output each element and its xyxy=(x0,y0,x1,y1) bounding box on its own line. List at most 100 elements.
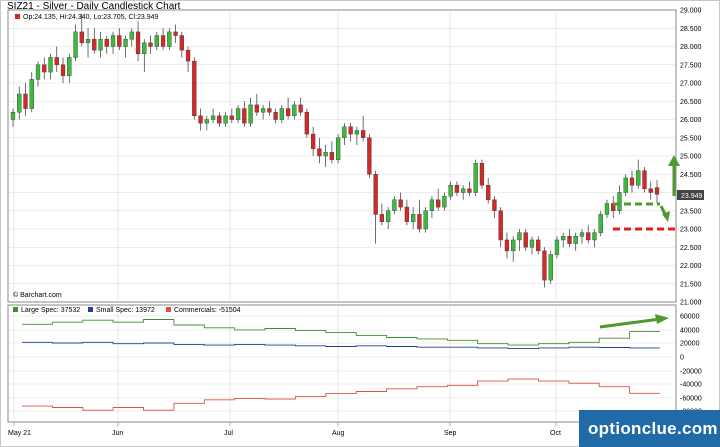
candle-body-up xyxy=(573,236,578,244)
candle-body-down xyxy=(417,214,422,230)
candle xyxy=(542,247,547,288)
candle-body-down xyxy=(454,184,460,193)
candle-body-up xyxy=(248,104,253,124)
candle-body-up xyxy=(210,115,216,120)
candle xyxy=(479,159,485,189)
candle xyxy=(504,232,510,259)
cot-tick-label: 60000 xyxy=(680,314,700,321)
candle-body-down xyxy=(586,232,591,241)
candle-body-up xyxy=(392,199,397,211)
price-tick-label: 26.500 xyxy=(680,99,702,106)
candle-body-up xyxy=(461,188,466,193)
candle xyxy=(292,101,297,120)
candle-body-up xyxy=(167,31,172,47)
candle xyxy=(561,232,566,248)
cot-series xyxy=(22,319,660,411)
candle xyxy=(110,31,116,54)
candle xyxy=(511,236,516,262)
candle xyxy=(411,207,416,229)
cot-legend-label: Commercials: -51504 xyxy=(174,307,241,314)
candle xyxy=(392,196,397,215)
candle-body-down xyxy=(467,188,472,193)
candle xyxy=(367,134,372,178)
candle-body-up xyxy=(17,93,22,113)
candle-body-up xyxy=(623,177,628,193)
candle-body-down xyxy=(23,93,28,109)
candle-body-down xyxy=(404,206,410,222)
candle-body-down xyxy=(648,188,653,193)
candle xyxy=(179,31,184,58)
price-tick-label: 28.500 xyxy=(680,26,702,33)
candle-body-down xyxy=(104,39,109,47)
candle xyxy=(23,83,28,116)
candle-body-down xyxy=(348,126,353,135)
candle-body-down xyxy=(523,232,528,248)
candle-body-down xyxy=(317,148,322,157)
candle xyxy=(529,236,535,255)
candle xyxy=(42,57,47,80)
cot-legend-swatch xyxy=(166,307,171,312)
cot-trend-arrow-shaft xyxy=(599,317,661,329)
candle-body-up xyxy=(548,254,553,281)
candle-body-down xyxy=(254,104,259,113)
price-tick-label: 21.000 xyxy=(680,300,702,307)
candle xyxy=(354,126,360,146)
price-tick-label: 24.500 xyxy=(680,172,702,179)
candle xyxy=(448,181,453,200)
price-tick-label: 28.000 xyxy=(680,44,702,51)
candle-body-up xyxy=(123,39,128,47)
candle xyxy=(279,104,284,124)
candle-body-down xyxy=(60,64,66,76)
candle xyxy=(142,39,147,73)
cot-gridlines xyxy=(8,305,676,422)
candle-body-down xyxy=(498,210,503,241)
candle xyxy=(629,170,635,193)
candle-body-down xyxy=(179,35,184,51)
candle xyxy=(267,101,272,116)
candle xyxy=(492,196,497,219)
candle xyxy=(548,250,553,284)
price-tick-label: 25.000 xyxy=(680,154,702,161)
candle-body-up xyxy=(411,214,416,222)
candle-body-down xyxy=(367,137,372,175)
candle-body-down xyxy=(329,152,335,160)
ohlc-readout: Op:24.135, Hi:24.340, Lo:23.705, Cl:23.9… xyxy=(23,14,159,21)
candle xyxy=(210,108,216,124)
candle xyxy=(461,185,466,200)
price-tick-label: 27.500 xyxy=(680,62,702,69)
candle xyxy=(623,174,628,197)
source-label: © Barchart.com xyxy=(13,291,62,299)
candle-body-up xyxy=(48,57,53,73)
price-tick-label: 22.500 xyxy=(680,245,702,252)
candle xyxy=(379,203,385,226)
candle-body-down xyxy=(654,187,660,195)
candle-body-up xyxy=(85,39,91,44)
cot-legend-label: Small Spec: 13972 xyxy=(96,307,155,314)
candle-body-up xyxy=(636,170,641,186)
cot-legend-swatch xyxy=(88,307,93,312)
date-tick-label: Oct xyxy=(550,430,561,437)
candle xyxy=(567,229,572,248)
last-price-tag xyxy=(677,190,704,200)
price-tick-label: 29.000 xyxy=(680,8,702,15)
candle xyxy=(229,108,234,124)
candle xyxy=(467,181,472,197)
candle-body-down xyxy=(486,184,491,200)
candle-body-down xyxy=(229,115,234,120)
price-tick-label: 23.500 xyxy=(680,208,702,215)
candle-body-up xyxy=(29,79,34,109)
candle xyxy=(123,35,128,58)
candle-body-up xyxy=(511,239,516,252)
candle-body-down xyxy=(198,115,203,124)
candle-body-up xyxy=(598,214,603,233)
up-arrow-head xyxy=(668,155,680,166)
candle xyxy=(73,24,78,62)
cot-series-line-0 xyxy=(22,319,660,346)
candle-body-up xyxy=(423,210,428,230)
candle xyxy=(167,28,172,51)
candle-body-up xyxy=(604,203,610,215)
candle-body-down xyxy=(242,108,247,124)
candle-body-down xyxy=(273,111,278,120)
candle xyxy=(654,180,660,204)
candle xyxy=(135,20,141,62)
